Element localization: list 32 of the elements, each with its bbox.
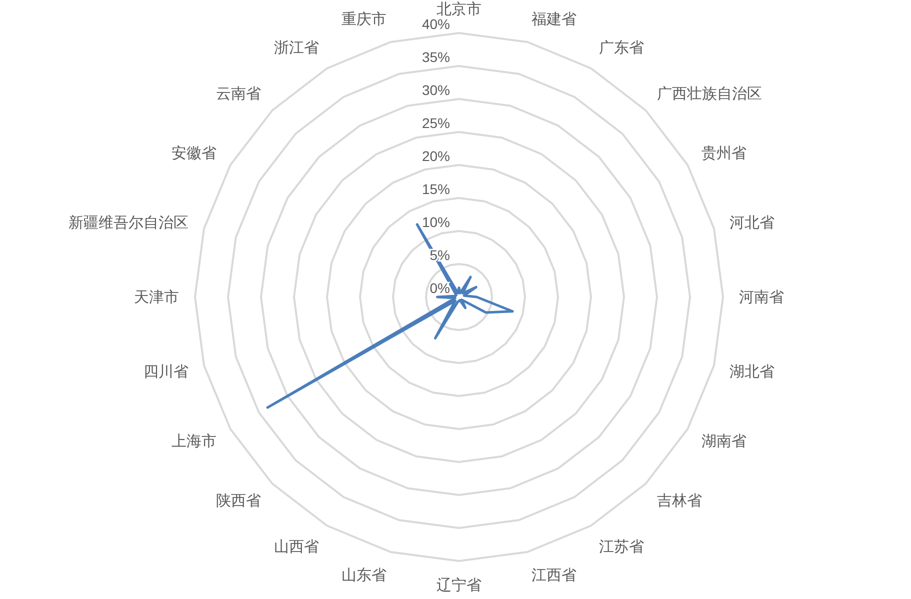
- y-tick-label: 0%: [430, 280, 450, 296]
- spoke-label: 四川省: [144, 364, 189, 381]
- y-tick-label: 40%: [422, 16, 450, 32]
- spoke-label: 广西壮族自治区: [656, 85, 762, 102]
- spoke-label: 河北省: [729, 214, 774, 232]
- y-tick-label: 30%: [422, 82, 450, 98]
- spoke-label: 新疆维吾尔自治区: [68, 214, 189, 232]
- spoke-label: 贵州省: [701, 145, 746, 162]
- y-tick-label: 15%: [422, 181, 450, 197]
- spoke-label: 安徽省: [172, 145, 217, 162]
- spoke-label: 重庆市: [342, 10, 387, 28]
- spoke-label: 辽宁省: [436, 577, 482, 594]
- spoke-label: 浙江省: [274, 40, 319, 57]
- y-tick-label: 25%: [422, 115, 450, 131]
- spoke-label: 湖南省: [701, 433, 746, 450]
- spoke-label: 江苏省: [599, 538, 644, 556]
- spoke-label: 湖北省: [729, 364, 774, 381]
- spoke-label: 云南省: [216, 85, 262, 102]
- spoke-label: 江西省: [531, 567, 576, 584]
- spoke-label: 福建省: [531, 10, 576, 28]
- spoke-label: 广东省: [599, 40, 644, 57]
- spoke-label: 吉林省: [656, 492, 702, 510]
- y-tick-label: 20%: [422, 148, 450, 164]
- spoke-label: 陕西省: [216, 492, 262, 510]
- spoke-label: 山东省: [342, 567, 387, 584]
- spoke-label: 上海市: [172, 433, 217, 450]
- y-tick-label: 10%: [422, 214, 450, 230]
- spoke-label: 天津市: [134, 289, 179, 306]
- spoke-label: 山西省: [274, 538, 319, 556]
- spoke-label: 河南省: [739, 289, 784, 306]
- spoke-label: 北京市: [436, 1, 482, 18]
- y-tick-label: 35%: [422, 49, 450, 65]
